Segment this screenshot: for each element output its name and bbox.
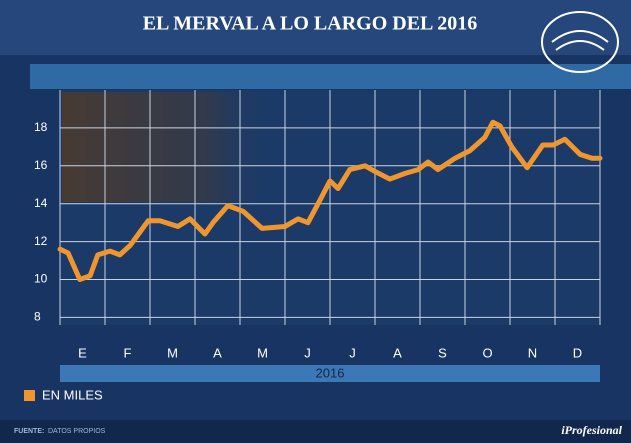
- y-tick-label: 18: [34, 120, 48, 134]
- y-tick-label: 16: [34, 158, 48, 172]
- brand: iProfesional: [561, 423, 622, 437]
- x-tick-label: S: [438, 345, 447, 360]
- x-axis-label: 2016: [316, 365, 345, 380]
- y-tick-label: 12: [34, 234, 48, 248]
- x-tick-label: M: [167, 345, 178, 360]
- logo: [541, 11, 619, 73]
- x-tick-label: M: [257, 345, 268, 360]
- title-band: [0, 0, 631, 55]
- x-tick-label: A: [213, 345, 222, 360]
- photo: [62, 92, 272, 202]
- x-tick-label: E: [78, 345, 87, 360]
- y-tick-label: 14: [34, 196, 48, 210]
- x-tick-label: N: [528, 345, 537, 360]
- y-tick-label: 10: [34, 272, 48, 286]
- legend-swatch: [24, 390, 35, 401]
- source-label: FUENTE:: [14, 428, 44, 435]
- year-band: [60, 365, 600, 382]
- x-tick-label: O: [482, 345, 492, 360]
- x-tick-label: A: [393, 345, 402, 360]
- x-tick-label: F: [124, 345, 132, 360]
- legend-label: EN MILES: [42, 387, 103, 402]
- line: [57, 119, 603, 283]
- chart-title: EL MERVAL A LO LARGO DEL 2016: [143, 13, 478, 35]
- x-tick-label: D: [573, 345, 582, 360]
- top-band: [30, 64, 631, 89]
- source: DATOS PROPIOS: [48, 428, 106, 435]
- footer-band: [0, 420, 631, 443]
- x-tick-label: J: [349, 345, 356, 360]
- x-tick-label: J: [304, 345, 311, 360]
- y-tick-label: 8: [34, 310, 41, 324]
